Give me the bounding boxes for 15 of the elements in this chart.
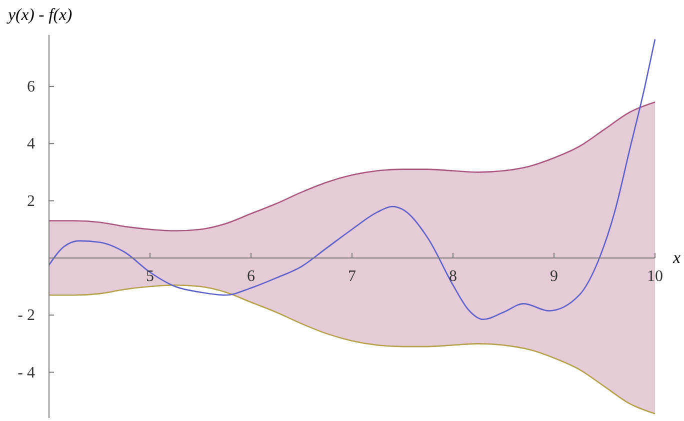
x-axis-title: x [672,248,681,267]
x-tick-label: 10 [647,268,663,285]
x-tick-label: 8 [449,268,457,285]
y-axis-title: y(x) - f(x) [6,5,73,24]
x-tick-label: 7 [348,268,356,285]
y-tick-label: - 2 [18,307,35,324]
x-tick-label: 9 [550,268,558,285]
y-tick-label: 2 [27,192,35,210]
x-tick-label: 5 [146,268,154,285]
line-series [48,284,656,414]
y-tick-label: 4 [27,136,35,153]
x-tick-label: 6 [247,268,255,285]
y-tick-label: 6 [27,78,35,96]
line-series [48,102,656,232]
y-tick-label: - 4 [18,364,35,382]
